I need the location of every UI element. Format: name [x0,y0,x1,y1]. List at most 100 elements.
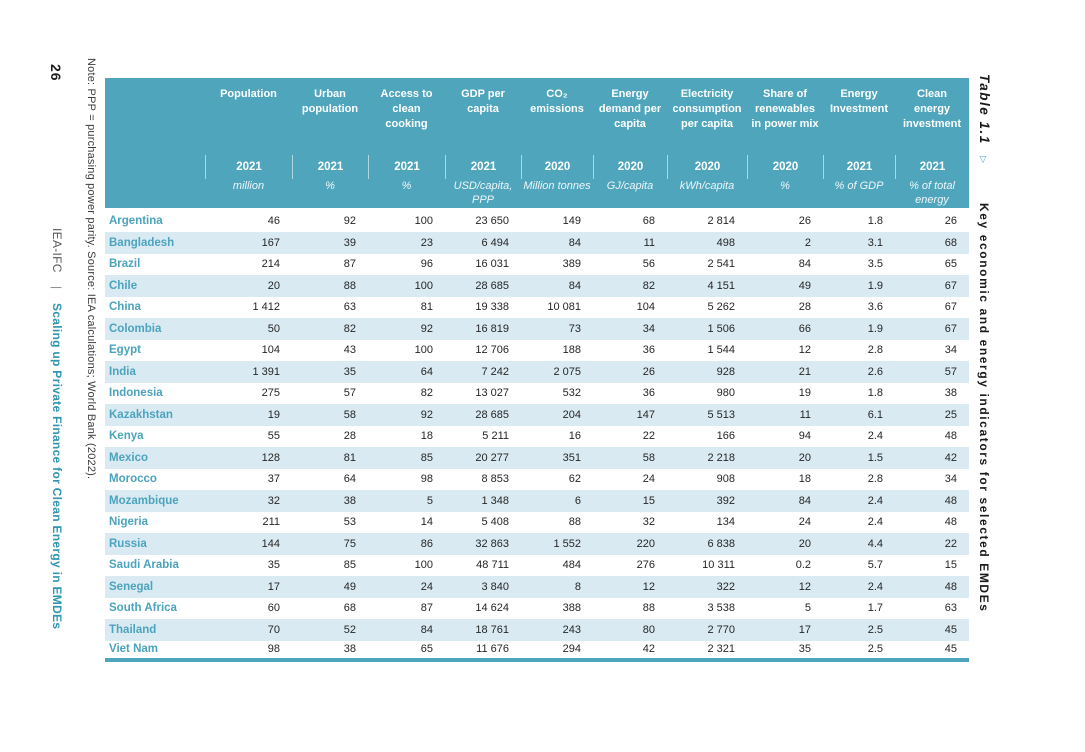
value-cell: 36 [642,387,655,400]
value-cell: 42 [895,447,969,469]
table-row: Mexico 128 81 85 20 277 351 58 2 218 20 1.5 42 [105,447,969,469]
value-cell: 484 [562,559,581,572]
column-title: Electricity consumption per capita [667,78,747,155]
value-cell: 322 [667,576,747,598]
value-cell: 2.5 [823,619,895,641]
value-cell: 48 [895,576,969,598]
value-cell: 86 [368,533,445,555]
table-row: India 1 391 35 64 7 242 2 075 26 928 21 2.6 57 [105,361,969,383]
column-unit: % of GDP [823,179,895,211]
value-cell: 65 [944,258,957,271]
table-row: Brazil 214 87 96 16 031 389 56 2 541 84 3.5 65 [105,254,969,276]
country-name: Indonesia [109,387,163,400]
indicators-table-container: Population Urban population Access to clea… [105,78,969,662]
table-row: South Africa 60 68 87 14 624 388 88 3 538 5 1.7 63 [105,598,969,620]
country-name: Mexico [105,447,205,469]
country-name: Russia [105,533,205,555]
column-unit: % of total energy [895,179,969,211]
value-cell: 1 412 [252,301,280,314]
table-row: Colombia 50 82 92 16 819 73 34 1 506 66 1.9 67 [105,318,969,340]
value-cell: 81 [420,301,433,314]
header-unit-row: million%% USD/capita, PPP Million tonnes GJ… [105,179,969,211]
value-cell: 48 711 [476,559,509,572]
value-cell: 73 [521,318,593,340]
country-name: Viet Nam [105,641,205,662]
column-unit: % [747,179,823,211]
country-name: Senegal [105,576,205,598]
value-cell: 351 [521,447,593,469]
value-cell: 14 [420,516,433,529]
value-cell: 48 [944,516,957,529]
value-cell: 1.8 [867,387,883,400]
value-cell: 128 [205,447,292,469]
value-cell: 87 [343,258,356,271]
value-cell: 1 348 [445,490,521,512]
country-name: Mozambique [105,490,205,512]
value-cell: 134 [716,516,735,529]
value-cell: 3.6 [867,301,883,314]
value-cell: 1.9 [823,275,895,297]
value-cell: 276 [636,559,655,572]
value-cell: 928 [667,361,747,383]
value-cell: 34 [944,473,957,486]
footer-org-label: IEA-IFC [50,228,64,273]
value-cell: 908 [716,473,735,486]
indicators-table: Population Urban population Access to clea… [105,78,969,662]
table-row: Chile 20 88 100 28 685 84 82 4 151 49 1.9 67 [105,275,969,297]
table-marker-icon: ▽ [979,155,989,166]
column-year: 2021 [368,155,445,179]
value-cell: 20 [205,275,292,297]
value-cell: 18 [798,473,811,486]
table-caption-rail: Table 1.1 ▽ Key economic and energy indi… [975,74,993,612]
header-year-row: 2021 2021 2021 2021 2020 2020 2020 2020 2021 2021 [105,155,969,179]
value-cell: 35 [747,641,823,662]
value-cell: 3 538 [707,602,735,615]
value-cell: 214 [261,258,280,271]
value-cell: 45 [895,619,969,641]
value-cell: 7 242 [445,361,521,383]
value-cell: 85 [368,447,445,469]
column-year: 2020 [593,155,667,179]
value-cell: 11 676 [445,641,521,662]
value-cell: 35 [292,361,368,383]
value-cell: 1 506 [667,318,747,340]
value-cell: 15 [593,490,667,512]
value-cell: 68 [642,215,655,228]
value-cell: 84 [798,258,811,271]
value-cell: 3.5 [867,258,883,271]
value-cell: 167 [205,232,292,254]
value-cell: 1.9 [823,318,895,340]
value-cell: 58 [292,404,368,426]
value-cell: 1 391 [205,361,292,383]
value-cell: 38 [292,490,368,512]
value-cell: 53 [343,516,356,529]
value-cell: 45 [895,641,969,662]
country-name: Kazakhstan [105,404,205,426]
column-unit: % [368,179,445,211]
column-year: 2020 [521,155,593,179]
value-cell: 220 [593,533,667,555]
value-cell: 11 [747,404,823,426]
value-cell: 39 [292,232,368,254]
value-cell: 36 [642,344,655,357]
report-footer: IEA-IFC | Scaling up Private Finance for… [50,228,64,629]
value-cell: 100 [414,559,433,572]
value-cell: 13 027 [475,387,509,400]
value-cell: 2.8 [867,473,883,486]
value-cell: 16 031 [475,258,509,271]
value-cell: 3 840 [445,576,521,598]
value-cell: 49 [292,576,368,598]
value-cell: 84 [521,275,593,297]
country-name: Brazil [109,258,141,271]
value-cell: 11 [593,232,667,254]
value-cell: 65 [368,641,445,662]
column-title: Share of renewables in power mix [747,78,823,155]
value-cell: 2.4 [823,576,895,598]
value-cell: 46 [267,215,280,228]
value-cell: 10 081 [547,301,581,314]
value-cell: 57 [895,361,969,383]
value-cell: 57 [343,387,356,400]
table-row: Senegal 17 49 24 3 840 8 12 322 12 2.4 48 [105,576,969,598]
value-cell: 35 [267,559,280,572]
value-cell: 243 [521,619,593,641]
